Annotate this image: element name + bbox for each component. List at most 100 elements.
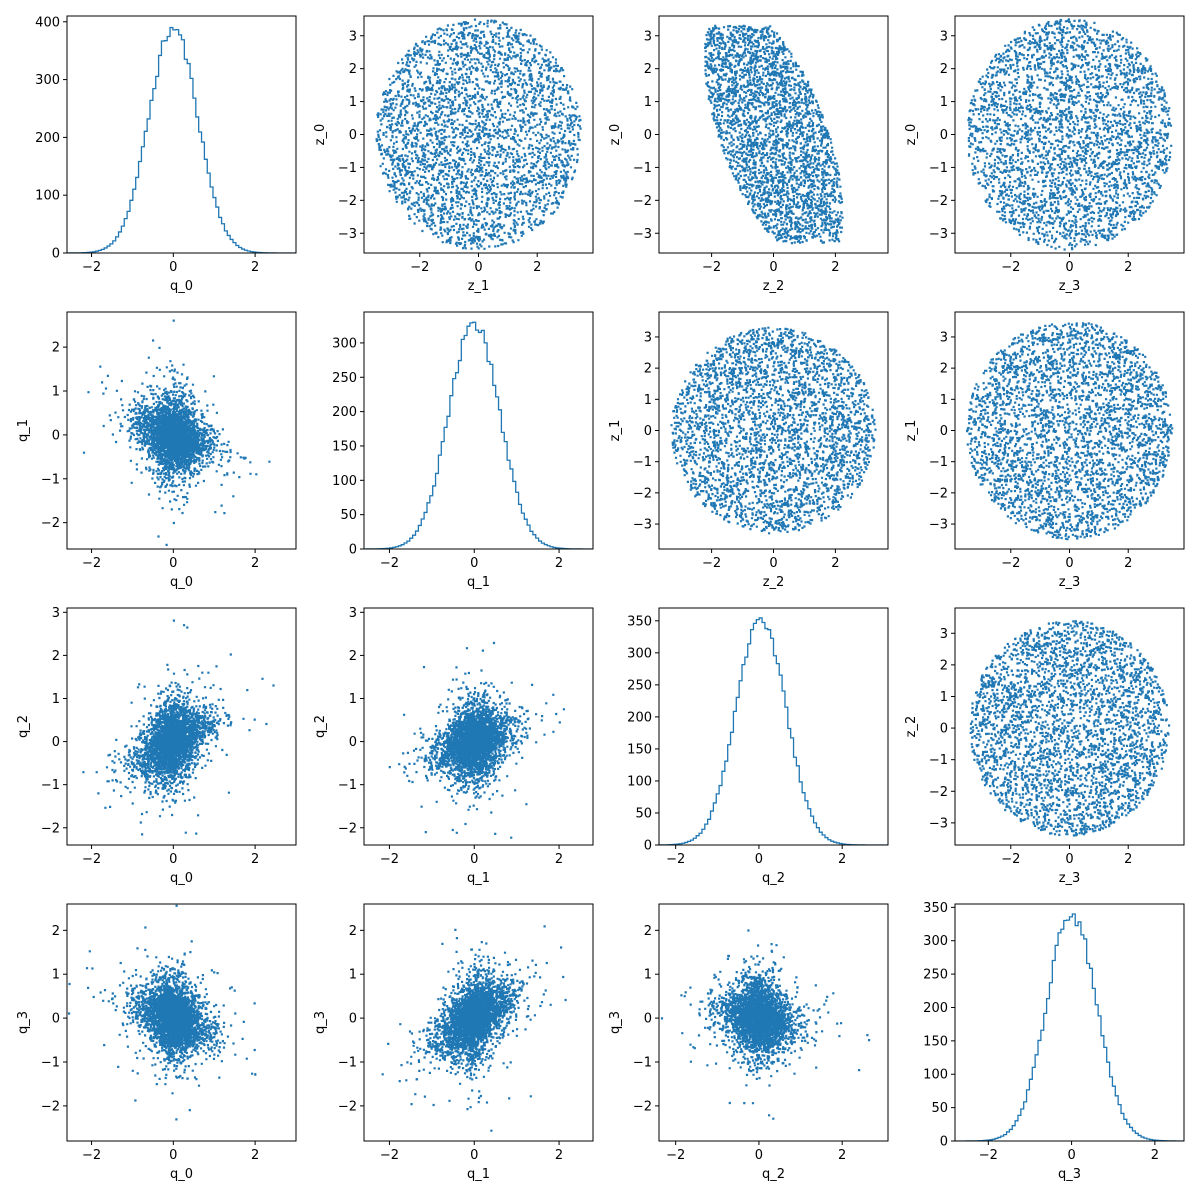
y-tick-label: −3	[929, 518, 948, 533]
y-tick-label: 0	[52, 428, 60, 443]
y-tick-label: 2	[349, 649, 357, 664]
x-tick-label: 2	[555, 1148, 563, 1163]
y-tick-label: 2	[644, 362, 652, 377]
y-tick-label: 3	[940, 627, 948, 642]
panel-1-0: −2 0 2 −2 −1 0 1 2 q_0 q_1	[16, 311, 297, 590]
y-tick-label: −3	[633, 227, 652, 242]
y-tick-label: 0	[349, 735, 357, 750]
y-tick-label: 300	[332, 336, 357, 351]
panel-marks	[364, 641, 565, 839]
x-axis-label: q_2	[762, 1167, 785, 1182]
y-tick-label: 0	[940, 1135, 948, 1150]
y-tick-label: −1	[633, 455, 652, 470]
panel-2-3: −2 0 2 −3 −2 −1 0 1 2 3 z_3 z_2	[904, 607, 1185, 886]
x-axis-label: q_1	[467, 871, 490, 886]
axes-frame	[66, 15, 297, 254]
y-tick-label: 200	[923, 1001, 948, 1016]
y-tick-label: 3	[940, 29, 948, 44]
x-tick-label: −2	[666, 852, 685, 867]
y-axis-label: z_0	[608, 124, 623, 146]
y-axis-label: q_2	[16, 715, 31, 738]
x-tick-label: 2	[251, 1148, 259, 1163]
y-tick-label: 100	[923, 1068, 948, 1083]
y-tick-label: −2	[929, 486, 948, 501]
x-tick-label: 2	[838, 1148, 846, 1163]
y-tick-label: 0	[52, 1012, 60, 1027]
y-tick-label: 2	[52, 649, 60, 664]
panel-marks	[381, 925, 567, 1132]
y-tick-label: 0	[349, 1012, 357, 1027]
panel-3-2: −2 0 2 −2 −1 0 1 2 q_2 q_3	[608, 903, 889, 1182]
y-tick-label: 150	[627, 742, 652, 757]
x-axis-label: q_1	[467, 575, 490, 590]
y-tick-label: 300	[923, 934, 948, 949]
y-tick-label: 0	[52, 735, 60, 750]
y-tick-label: −2	[929, 785, 948, 800]
y-tick-label: 50	[931, 1101, 948, 1116]
y-tick-label: −1	[633, 1056, 652, 1071]
scatter-points	[381, 925, 567, 1132]
y-tick-label: −2	[41, 821, 60, 836]
y-tick-label: 200	[627, 710, 652, 725]
axes-frame	[658, 607, 889, 846]
axes-frame	[363, 903, 594, 1142]
x-tick-label: 2	[838, 852, 846, 867]
x-axis-label: q_1	[467, 1167, 490, 1182]
x-tick-label: 0	[169, 556, 177, 571]
y-tick-label: 2	[349, 924, 357, 939]
x-tick-label: −2	[82, 260, 101, 275]
scatter-points	[704, 24, 844, 245]
y-tick-label: 250	[923, 968, 948, 983]
y-tick-label: 1	[52, 385, 60, 400]
y-axis-label: q_2	[313, 715, 328, 738]
y-tick-label: 2	[52, 341, 60, 356]
y-tick-label: −2	[929, 194, 948, 209]
y-tick-label: 0	[940, 722, 948, 737]
y-tick-label: 1	[940, 690, 948, 705]
x-tick-label: 2	[831, 556, 839, 571]
y-tick-label: 100	[332, 474, 357, 489]
panel-marks	[659, 617, 888, 845]
y-tick-label: −2	[633, 486, 652, 501]
y-tick-label: 150	[923, 1034, 948, 1049]
panel-0-3: −2 0 2 −3 −2 −1 0 1 2 3 z_3 z_0	[904, 15, 1185, 294]
panel-2-1: −2 0 2 −2 −1 0 1 2 3 q_1 q_2	[313, 606, 594, 886]
axes-frame	[954, 903, 1185, 1142]
y-tick-label: −2	[338, 821, 357, 836]
x-tick-label: 2	[1151, 1148, 1159, 1163]
y-tick-label: 400	[35, 15, 60, 30]
y-axis-label: z_0	[313, 124, 328, 146]
x-tick-label: −2	[1001, 556, 1020, 571]
x-tick-label: 0	[470, 1148, 478, 1163]
x-axis-label: q_2	[762, 871, 785, 886]
x-tick-label: 2	[533, 260, 541, 275]
x-tick-label: −2	[380, 556, 399, 571]
histogram-step-line	[67, 26, 296, 253]
y-tick-label: −1	[41, 1056, 60, 1071]
scatter-points	[660, 929, 871, 1120]
y-tick-label: −1	[929, 455, 948, 470]
scatter-points	[969, 620, 1171, 837]
y-tick-label: −2	[41, 516, 60, 531]
y-tick-label: 3	[940, 330, 948, 345]
scatter-points	[375, 18, 582, 250]
x-tick-label: 0	[470, 556, 478, 571]
y-tick-label: 0	[644, 424, 652, 439]
y-tick-label: 1	[349, 968, 357, 983]
y-tick-label: 150	[332, 439, 357, 454]
panel-marks	[375, 18, 582, 250]
panel-0-1: −2 0 2 −3 −2 −1 0 1 2 3 z_1 z_0	[313, 15, 594, 294]
y-axis-label: z_1	[608, 420, 623, 442]
x-tick-label: 2	[1124, 852, 1132, 867]
panel-marks	[670, 326, 877, 535]
y-tick-label: −2	[338, 194, 357, 209]
x-tick-label: −2	[1001, 260, 1020, 275]
panel-marks	[82, 319, 271, 546]
y-axis-label: q_1	[16, 419, 31, 442]
x-tick-label: −2	[380, 1148, 399, 1163]
y-tick-label: −2	[633, 1099, 652, 1114]
y-tick-label: 2	[940, 362, 948, 377]
axes-frame	[66, 607, 297, 846]
panel-marks	[704, 24, 844, 245]
